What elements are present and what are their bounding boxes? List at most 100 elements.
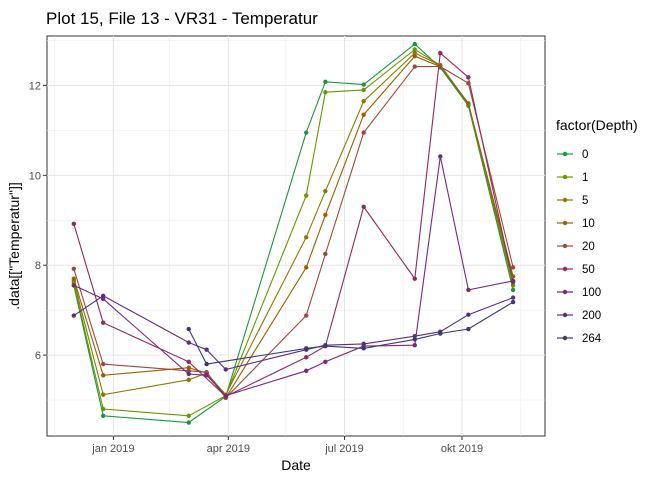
data-point-5: [186, 377, 191, 383]
data-point-200: [412, 334, 417, 339]
legend-label: 200: [582, 310, 601, 322]
data-point-20: [204, 369, 209, 375]
data-point-264: [323, 343, 328, 349]
data-point-1: [412, 47, 417, 52]
data-point-200: [510, 295, 516, 300]
legend-label: 264: [582, 333, 602, 345]
data-point-20: [510, 265, 516, 270]
x-axis-ticks: jan 2019 apr 2019 jul 2019 okt 2019: [91, 436, 483, 455]
legend-key-point: [562, 289, 568, 295]
data-point-20: [186, 368, 191, 374]
data-point-10: [304, 265, 309, 270]
legend-label: 1: [582, 172, 588, 184]
data-point-264: [304, 346, 309, 351]
legend-label: 100: [582, 287, 601, 299]
legend-key-point: [562, 220, 568, 226]
data-point-200: [204, 347, 209, 352]
chart-title: Plot 15, File 13 - VR31 - Temperatur: [46, 9, 318, 28]
data-point-50: [412, 276, 417, 281]
data-point-1: [304, 193, 309, 198]
data-point-264: [466, 326, 471, 332]
plot-panel: [46, 35, 546, 437]
data-point-5: [412, 50, 417, 56]
data-point-5: [323, 188, 328, 194]
data-point-100: [204, 373, 209, 378]
data-point-50: [438, 50, 443, 56]
data-point-1: [186, 413, 191, 418]
data-point-20: [323, 251, 328, 257]
series-line-100: [73, 156, 514, 397]
x-tick-label: okt 2019: [441, 443, 483, 455]
data-point-0: [323, 79, 328, 85]
series-lines: [73, 43, 514, 424]
data-point-10: [186, 365, 191, 370]
data-point-10: [71, 276, 77, 281]
data-point-200: [223, 367, 228, 372]
data-point-0: [510, 287, 516, 293]
legend: factor(Depth) 0 1 5 10 20 50 100 200 264: [556, 117, 638, 345]
data-point-264: [186, 326, 191, 332]
x-axis-label: Date: [281, 457, 311, 473]
data-point-100: [304, 368, 309, 374]
data-point-10: [361, 112, 366, 117]
data-point-200: [100, 293, 106, 298]
data-point-264: [412, 337, 417, 342]
y-tick-label: 6: [35, 350, 41, 362]
legend-item-100: 100: [557, 287, 601, 299]
data-point-200: [466, 312, 471, 317]
legend-label: 5: [582, 195, 588, 207]
legend-item-50: 50: [557, 264, 595, 276]
legend-item-0: 0: [557, 149, 588, 161]
data-point-0: [100, 413, 106, 418]
data-point-1: [100, 406, 106, 412]
legend-label: 20: [582, 241, 595, 253]
legend-item-200: 200: [557, 310, 601, 322]
x-tick-label: jul 2019: [324, 443, 364, 455]
grid-lines: [47, 36, 545, 436]
y-axis-ticks: 6 8 10 12: [29, 80, 47, 362]
y-tick-label: 8: [35, 260, 41, 272]
data-point-100: [100, 296, 106, 302]
legend-label: 50: [582, 264, 595, 276]
data-point-50: [304, 355, 309, 360]
data-point-0: [186, 420, 191, 425]
y-axis-label: .data[["Temperatur"]]: [6, 182, 22, 309]
legend-title: factor(Depth): [556, 117, 638, 133]
data-point-0: [304, 130, 309, 135]
legend-key-point: [562, 266, 568, 272]
data-point-10: [510, 274, 516, 279]
legend-item-1: 1: [557, 172, 588, 184]
data-point-20: [438, 64, 443, 69]
series-line-5: [73, 52, 514, 396]
legend-label: 0: [582, 149, 588, 161]
series-line-20: [73, 66, 514, 399]
y-tick-label: 12: [29, 80, 41, 92]
series-points: [71, 41, 516, 425]
data-point-100: [323, 359, 328, 365]
data-point-5: [361, 98, 366, 104]
data-point-200: [186, 340, 191, 345]
x-tick-label: jan 2019: [91, 443, 134, 455]
data-point-200: [361, 341, 366, 347]
y-tick-label: 10: [29, 170, 41, 182]
legend-key-point: [562, 312, 568, 318]
data-point-0: [412, 41, 417, 47]
data-point-0: [361, 82, 366, 87]
data-point-50: [466, 75, 471, 80]
legend-key-point: [562, 151, 568, 157]
series-line-10: [73, 55, 514, 399]
data-point-100: [438, 154, 443, 159]
legend-item-10: 10: [557, 218, 595, 230]
legend-item-5: 5: [557, 195, 588, 207]
data-point-100: [223, 393, 228, 398]
data-point-50: [71, 221, 77, 227]
data-point-50: [186, 359, 191, 365]
data-point-50: [361, 204, 366, 209]
legend-item-264: 264: [557, 333, 602, 345]
data-point-264: [438, 331, 443, 336]
data-point-264: [204, 361, 209, 367]
data-point-20: [361, 130, 366, 135]
data-point-100: [510, 278, 516, 284]
x-tick-label: apr 2019: [207, 443, 250, 455]
